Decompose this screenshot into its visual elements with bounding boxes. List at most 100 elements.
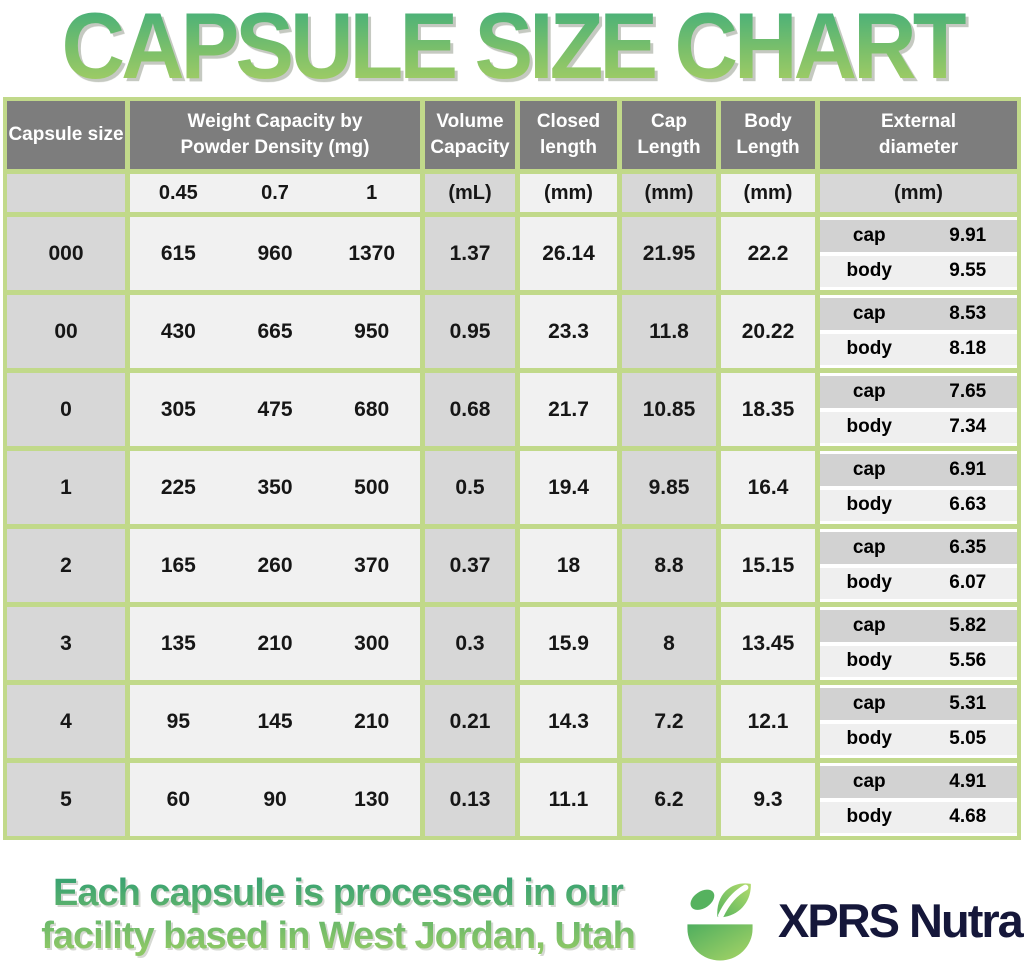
body-label: body [846, 806, 892, 828]
weight-capacity-cell: 60 90 130 [130, 763, 420, 836]
weight-07-value: 475 [257, 397, 293, 421]
volume-capacity-cell: 0.37 [425, 529, 515, 602]
external-body-row: body 5.05 [820, 723, 1017, 755]
external-body-row: body 4.68 [820, 801, 1017, 833]
capsule-size-cell: 0 [7, 373, 125, 446]
header-external-line2: diameter [878, 137, 959, 158]
header-volume-capacity: Volume Capacity [425, 101, 515, 169]
external-diameter-cell: cap 8.53 body 8.18 [820, 295, 1017, 368]
body-diameter-value: 4.68 [949, 806, 987, 828]
external-diameter-cell: cap 6.35 body 6.07 [820, 529, 1017, 602]
cap-label: cap [852, 224, 886, 246]
volume-capacity-cell: 0.3 [425, 607, 515, 680]
body-diameter-value: 5.05 [949, 728, 987, 750]
unit-external: (mm) [820, 174, 1017, 212]
weight-07-value: 90 [263, 787, 287, 811]
body-label: body [846, 260, 892, 282]
header-weight-line1: Weight Capacity by [187, 111, 363, 133]
body-diameter-value: 5.56 [949, 650, 987, 672]
external-body-row: body 9.55 [820, 255, 1017, 287]
header-body-line1: Body [744, 111, 792, 133]
footer-tagline: Each capsule is processed in our facilit… [6, 872, 670, 957]
body-label: body [846, 572, 892, 594]
external-cap-row: cap 9.91 [820, 220, 1017, 252]
cap-diameter-value: 7.65 [949, 380, 987, 402]
weight-07-value: 350 [257, 475, 293, 499]
cap-length-cell: 11.8 [622, 295, 716, 368]
volume-capacity-cell: 0.95 [425, 295, 515, 368]
weight-1-value: 130 [354, 787, 390, 811]
external-diameter-cell: cap 5.31 body 5.05 [820, 685, 1017, 758]
cap-label: cap [852, 302, 886, 324]
cap-label: cap [852, 380, 886, 402]
cap-length-cell: 7.2 [622, 685, 716, 758]
cap-length-cell: 10.85 [622, 373, 716, 446]
closed-length-cell: 26.14 [520, 217, 617, 290]
external-body-row: body 6.63 [820, 489, 1017, 521]
cap-diameter-value: 6.35 [949, 536, 987, 558]
unit-cap-length: (mm) [622, 174, 716, 212]
body-label: body [846, 338, 892, 360]
header-closed-line1: Closed [536, 111, 601, 133]
weight-07-value: 260 [257, 553, 293, 577]
cap-length-cell: 9.85 [622, 451, 716, 524]
weight-045-value: 135 [160, 631, 196, 655]
external-cap-row: cap 4.91 [820, 766, 1017, 798]
external-cap-row: cap 5.31 [820, 688, 1017, 720]
external-cap-row: cap 5.82 [820, 610, 1017, 642]
footer-tagline-line2: facility based in West Jordan, Utah [41, 914, 635, 957]
weight-capacity-cell: 225 350 500 [130, 451, 420, 524]
external-body-row: body 6.07 [820, 567, 1017, 599]
body-length-cell: 22.2 [721, 217, 815, 290]
weight-1-value: 370 [354, 553, 390, 577]
external-diameter-cell: cap 6.91 body 6.63 [820, 451, 1017, 524]
external-cap-row: cap 8.53 [820, 298, 1017, 330]
weight-capacity-cell: 135 210 300 [130, 607, 420, 680]
cap-length-cell: 21.95 [622, 217, 716, 290]
mortar-pestle-leaf-icon [687, 883, 753, 961]
external-diameter-cell: cap 5.82 body 5.56 [820, 607, 1017, 680]
cap-label: cap [852, 692, 886, 714]
body-label: body [846, 650, 892, 672]
weight-045-value: 225 [160, 475, 196, 499]
weight-capacity-cell: 95 145 210 [130, 685, 420, 758]
capsule-size-cell: 1 [7, 451, 125, 524]
volume-capacity-cell: 0.68 [425, 373, 515, 446]
cap-label: cap [852, 458, 886, 480]
capsule-size-cell: 00 [7, 295, 125, 368]
cap-label: cap [852, 536, 886, 558]
external-body-row: body 5.56 [820, 645, 1017, 677]
unit-density-07: 0.7 [261, 181, 289, 204]
body-diameter-value: 7.34 [949, 416, 987, 438]
weight-045-value: 305 [160, 397, 196, 421]
weight-1-value: 210 [354, 709, 390, 733]
brand-name: XPRS Nutra [778, 893, 1024, 947]
closed-length-cell: 11.1 [520, 763, 617, 836]
closed-length-cell: 23.3 [520, 295, 617, 368]
body-diameter-value: 6.07 [949, 572, 987, 594]
header-weight-line2: Powder Density (mg) [180, 137, 370, 158]
body-length-cell: 15.15 [721, 529, 815, 602]
header-cap-line1: Cap [651, 111, 687, 133]
unit-density-1: 1 [366, 181, 378, 204]
unit-closed: (mm) [520, 174, 617, 212]
body-diameter-value: 6.63 [949, 494, 987, 516]
weight-capacity-cell: 165 260 370 [130, 529, 420, 602]
external-diameter-cell: cap 4.91 body 4.68 [820, 763, 1017, 836]
weight-07-value: 210 [257, 631, 293, 655]
weight-07-value: 665 [257, 319, 293, 343]
capsule-size-table: Capsule size Weight Capacity by Powder D… [3, 97, 1021, 840]
capsule-size-cell: 4 [7, 685, 125, 758]
cap-label: cap [852, 770, 886, 792]
closed-length-cell: 18 [520, 529, 617, 602]
body-label: body [846, 728, 892, 750]
cap-length-cell: 6.2 [622, 763, 716, 836]
weight-capacity-cell: 305 475 680 [130, 373, 420, 446]
capsule-size-cell: 2 [7, 529, 125, 602]
volume-capacity-cell: 1.37 [425, 217, 515, 290]
external-body-row: body 8.18 [820, 333, 1017, 365]
weight-045-value: 60 [166, 787, 191, 811]
page-title: CAPSULE SIZE CHART [0, 0, 1024, 100]
external-diameter-cell: cap 7.65 body 7.34 [820, 373, 1017, 446]
external-body-row: body 7.34 [820, 411, 1017, 443]
